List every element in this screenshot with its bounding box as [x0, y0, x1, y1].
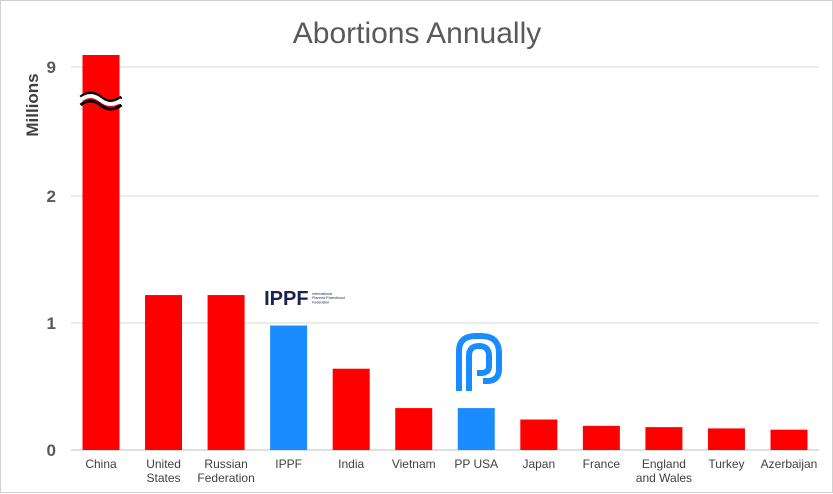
bar: [770, 429, 808, 450]
y-tick-label: 1: [47, 314, 56, 333]
category-label-line: France: [583, 457, 621, 471]
category-label: India: [338, 457, 364, 471]
y-tick-labels: 0 1 2 9: [47, 58, 56, 460]
pp-logo-outer: [456, 333, 502, 391]
bar: [707, 428, 745, 450]
bar: [270, 325, 308, 450]
bars: [79, 55, 808, 450]
category-label-line: England: [642, 457, 686, 471]
ippf-logo-subtext: Federation: [312, 300, 329, 304]
y-tick-label: 9: [47, 58, 56, 77]
bar: [395, 408, 433, 450]
bar: [332, 368, 370, 450]
category-label-line: IPPF: [275, 457, 302, 471]
category-label: Russian Federation: [197, 457, 254, 485]
category-label: France: [583, 457, 621, 471]
bar: [207, 295, 245, 450]
planned-parenthood-logo-icon: [456, 333, 502, 391]
y-axis-label: Millions: [23, 73, 42, 136]
ippf-logo-text: IPPF: [264, 288, 308, 310]
ippf-logo-subtext: International: [312, 292, 332, 296]
category-label-line: and Wales: [636, 471, 692, 485]
category-label-line: United: [146, 457, 181, 471]
category-label: Vietnam: [392, 457, 436, 471]
category-label: Turkey: [708, 457, 744, 471]
category-label: England and Wales: [636, 457, 692, 485]
break-line-bottom: [79, 99, 123, 111]
category-label-line: Turkey: [708, 457, 744, 471]
pp-logo-inner: [466, 343, 492, 391]
category-label-line: States: [147, 471, 181, 485]
bar: [582, 425, 620, 450]
category-label-line: Vietnam: [392, 457, 436, 471]
y-tick-label: 2: [47, 187, 56, 206]
bar: [145, 295, 183, 450]
bar: [645, 427, 683, 450]
category-label-line: Federation: [197, 471, 254, 485]
gridlines: [71, 66, 819, 451]
bar: [82, 55, 120, 450]
category-label-line: India: [338, 457, 364, 471]
chart-title: Abortions Annually: [293, 17, 542, 50]
category-label: Azerbaijan: [761, 457, 818, 471]
category-label-line: Japan: [522, 457, 555, 471]
axis-break-icon: [79, 91, 123, 111]
category-label-line: Azerbaijan: [761, 457, 818, 471]
category-label: IPPF: [275, 457, 302, 471]
category-labels: China United States Russian Federation IPPF In…: [85, 457, 817, 485]
category-label: United States: [146, 457, 181, 485]
category-label-line: Russian: [204, 457, 247, 471]
bar: [457, 408, 495, 450]
break-line-top: [79, 91, 123, 103]
bar: [520, 419, 558, 450]
category-label: PP USA: [454, 457, 498, 471]
category-label: Japan: [522, 457, 555, 471]
category-label-line: PP USA: [454, 457, 498, 471]
break-gap: [79, 94, 123, 106]
category-label-line: China: [85, 457, 117, 471]
ippf-logo-subtext: Planned Parenthood: [312, 296, 345, 300]
y-tick-label: 0: [47, 441, 56, 460]
category-label: China: [85, 457, 117, 471]
